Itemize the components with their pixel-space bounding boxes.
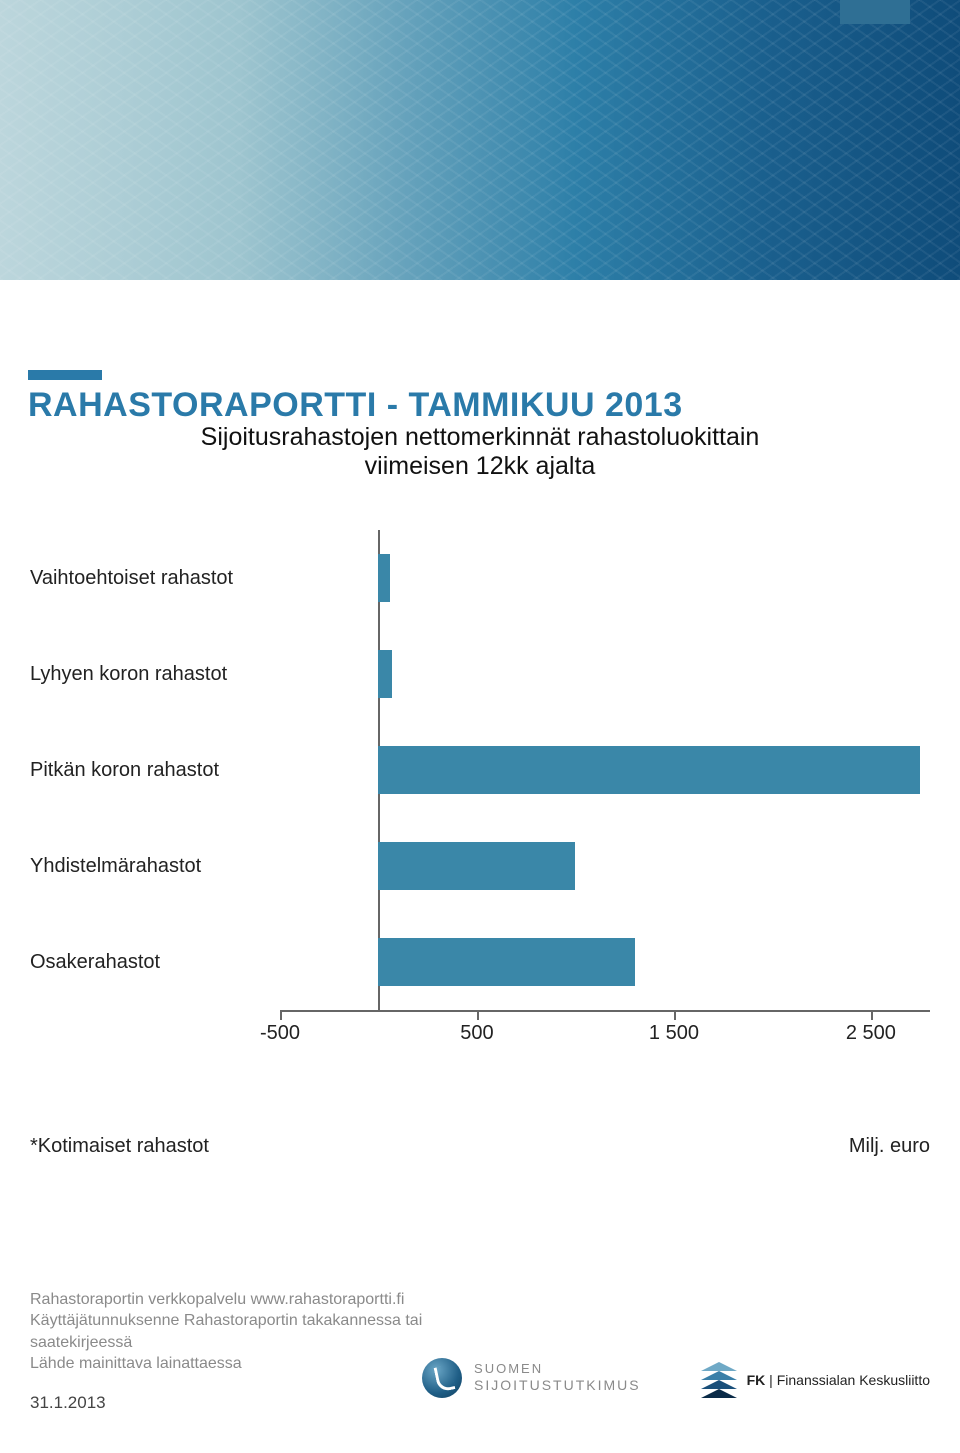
plot-cell [280, 530, 930, 626]
category-label: Pitkän koron rahastot [30, 759, 280, 782]
sst-line2: SIJOITUSTUTKIMUS [474, 1377, 641, 1393]
chart-row: Osakerahastot [30, 914, 930, 1010]
subtitle: Sijoitusrahastojen nettomerkinnät rahast… [0, 423, 960, 481]
chart-row: Vaihtoehtoiset rahastot [30, 530, 930, 626]
sst-line1: SUOMEN [474, 1362, 641, 1377]
chart-row: Yhdistelmärahastot [30, 818, 930, 914]
plot-cell [280, 818, 930, 914]
logo-fk: FK | Finanssialan Keskusliitto [701, 1362, 930, 1398]
category-label: Lyhyen koron rahastot [30, 663, 280, 686]
fk-sep: | [769, 1372, 777, 1388]
plot-cell [280, 722, 930, 818]
axis-tick-label: -500 [260, 1022, 300, 1045]
axis-tick [871, 1010, 873, 1020]
axis-tick [280, 1010, 282, 1020]
axis-tick-label: 500 [460, 1022, 493, 1045]
bar [378, 938, 634, 986]
bar [378, 842, 575, 890]
fk-triangle-icon [701, 1362, 737, 1398]
bar [378, 554, 390, 602]
axis-tick [674, 1010, 676, 1020]
page-title: RAHASTORAPORTTI - TAMMIKUU 2013 [28, 386, 683, 425]
bar [378, 650, 392, 698]
axis-tick [477, 1010, 479, 1020]
sst-mark-icon [422, 1358, 462, 1398]
bar [378, 746, 920, 794]
category-label: Vaihtoehtoiset rahastot [30, 567, 280, 590]
corner-accent [840, 0, 910, 24]
subtitle-line1: Sijoitusrahastojen nettomerkinnät rahast… [201, 423, 760, 451]
footnote-left: *Kotimaiset rahastot [30, 1135, 209, 1158]
title-block: RAHASTORAPORTTI - TAMMIKUU 2013 [28, 370, 683, 425]
category-label: Osakerahastot [30, 951, 280, 974]
footer-line: Rahastoraportin verkkopalvelu www.rahast… [30, 1289, 930, 1311]
footnote-right: Milj. euro [849, 1135, 930, 1158]
decorative-banner [0, 0, 960, 280]
plot-cell [280, 626, 930, 722]
subtitle-line2: viimeisen 12kk ajalta [0, 452, 960, 481]
x-axis-ticks: -5005001 5002 500 [280, 1010, 930, 1050]
plot-cell [280, 914, 930, 1010]
title-accent-bar [28, 370, 102, 380]
fk-prefix: FK [747, 1372, 766, 1388]
footer-line: saatekirjeessä [30, 1332, 930, 1354]
footer-line: Käyttäjätunnuksenne Rahastoraportin taka… [30, 1310, 930, 1332]
logo-sijoitustutkimus: SUOMEN SIJOITUSTUTKIMUS [422, 1358, 641, 1398]
category-label: Yhdistelmärahastot [30, 855, 280, 878]
bar-chart: Vaihtoehtoiset rahastot Lyhyen koron raha… [30, 530, 930, 1130]
axis-tick-label: 1 500 [649, 1022, 699, 1045]
chart-footnotes: *Kotimaiset rahastot Milj. euro [30, 1135, 930, 1158]
fk-rest: Finanssialan Keskusliitto [777, 1372, 930, 1388]
chart-row: Pitkän koron rahastot [30, 722, 930, 818]
chart-row: Lyhyen koron rahastot [30, 626, 930, 722]
logo-row: SUOMEN SIJOITUSTUTKIMUS FK | Finanssiala… [422, 1358, 930, 1398]
axis-tick-label: 2 500 [846, 1022, 896, 1045]
